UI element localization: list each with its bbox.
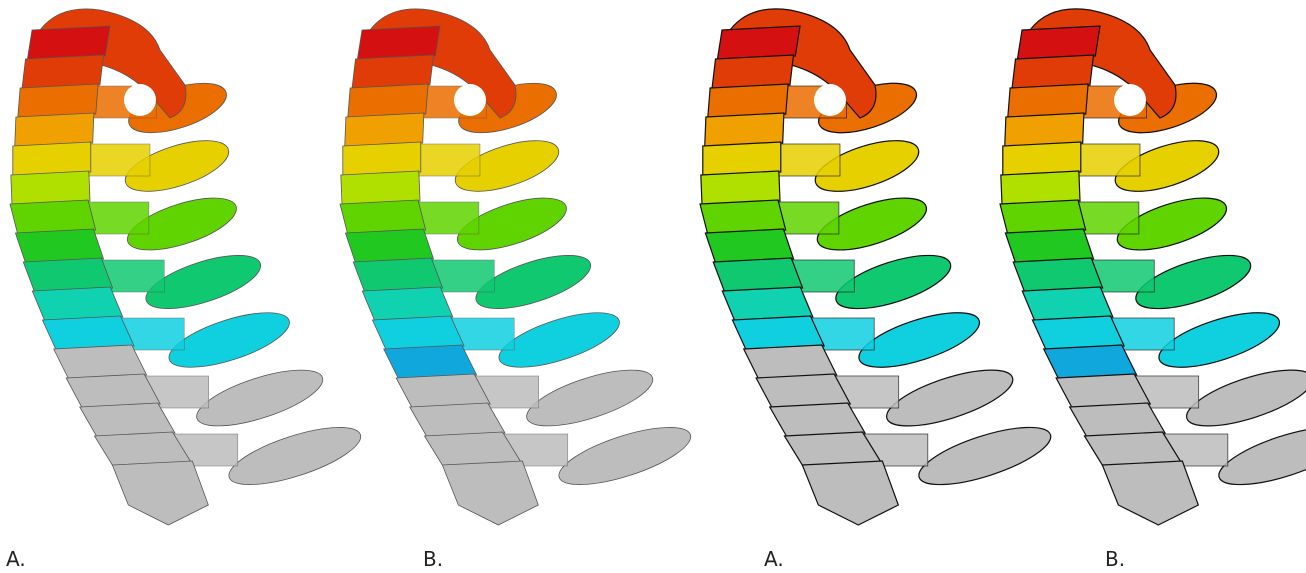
panel-label: A.: [764, 547, 784, 571]
spinous-process: [553, 416, 697, 497]
vertebral-body: [396, 374, 490, 408]
vertebral-body: [340, 200, 426, 234]
spine-model: [1000, 9, 1306, 525]
vertebral-body: [13, 142, 91, 176]
vertebral-body: [345, 229, 433, 263]
vertebral-body: [341, 171, 420, 205]
vertebral-body: [15, 113, 94, 147]
vertebral-body: [372, 316, 464, 350]
vertebral-body: [722, 287, 813, 321]
panel-label: A.: [6, 547, 26, 571]
spine-model: [340, 9, 697, 525]
foramen: [124, 84, 156, 116]
figure: A. B. A. B.: [0, 0, 1306, 573]
vertebral-body: [1000, 200, 1086, 234]
vertebral-body: [352, 55, 434, 89]
vertebral-body: [1032, 316, 1124, 350]
vertebral-body: [54, 345, 147, 379]
spinous-process: [521, 359, 659, 438]
vertebral-body: [343, 142, 421, 176]
vertebral-body: [18, 84, 98, 118]
vertebral-body: [357, 26, 440, 60]
vertebral-body: [701, 171, 780, 205]
vertebral-body: [1013, 258, 1102, 292]
vertebral-body: [713, 258, 802, 292]
vertebral-body: [1056, 374, 1150, 408]
vertebral-body: [10, 200, 96, 234]
vertebral-body: [80, 403, 175, 437]
foramen: [454, 84, 486, 116]
spine-model: [10, 9, 367, 525]
vertebral-body: [345, 113, 424, 147]
vertebral-body: [353, 258, 442, 292]
panel-label: B.: [423, 547, 443, 571]
vertebral-body: [66, 374, 160, 408]
vertebral-body: [348, 84, 428, 118]
spine-models: [10, 9, 1306, 525]
vertebral-body: [410, 403, 505, 437]
vertebral-body: [700, 200, 786, 234]
vertebral-body: [756, 374, 850, 408]
spinous-process: [913, 416, 1057, 497]
foramen: [1114, 84, 1146, 116]
vertebral-body: [32, 287, 123, 321]
vertebral-body: [770, 403, 865, 437]
spinous-process: [223, 416, 367, 497]
vertebral-body: [22, 55, 104, 89]
vertebral-body: [11, 171, 90, 205]
panel-label: B.: [1105, 547, 1125, 571]
sacrum: [802, 461, 898, 525]
spine-model: [700, 9, 1057, 525]
vertebral-body: [732, 316, 824, 350]
vertebral-body: [15, 229, 103, 263]
spinous-process: [1181, 359, 1306, 438]
vertebral-body: [1070, 403, 1165, 437]
vertebral-body: [744, 345, 837, 379]
spinous-process: [191, 359, 329, 438]
vertebral-body: [705, 229, 793, 263]
vertebral-body: [1001, 171, 1080, 205]
vertebral-body: [23, 258, 112, 292]
foramen: [814, 84, 846, 116]
vertebral-body: [384, 345, 477, 379]
sacrum: [442, 461, 538, 525]
vertebral-body: [1005, 229, 1093, 263]
vertebral-body: [1022, 287, 1113, 321]
vertebral-body: [27, 26, 110, 60]
vertebral-body: [1044, 345, 1137, 379]
spinous-process: [881, 359, 1019, 438]
vertebral-body: [42, 316, 134, 350]
sacrum: [1102, 461, 1198, 525]
vertebral-body: [362, 287, 453, 321]
sacrum: [112, 461, 208, 525]
